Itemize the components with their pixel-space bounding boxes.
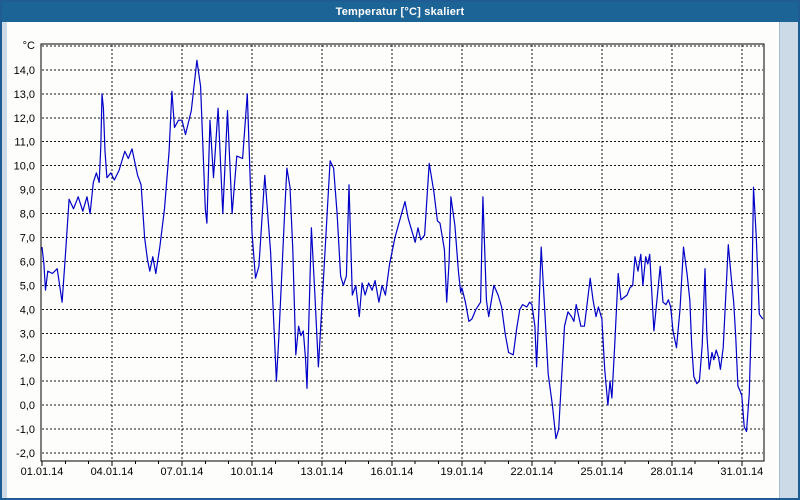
chart-plot-area[interactable] [41,44,764,461]
y-tick-label: 6,0 [20,256,35,268]
y-tick-label: 3,0 [20,328,35,340]
x-tick-label: 01.01.14 [21,466,64,478]
x-tick-label: 16.01.14 [371,466,414,478]
y-tick-label: 13,0 [14,89,35,101]
y-tick-label: -1,0 [16,424,35,436]
left-margin-strip [2,22,7,498]
x-tick-label: 10.01.14 [231,466,274,478]
y-tick-label: 0,0 [20,400,35,412]
y-tick-label: 10,0 [14,161,35,173]
y-tick-label: 4,0 [20,304,35,316]
x-tick-label: 28.01.14 [650,466,693,478]
x-tick-label: 19.01.14 [440,466,483,478]
x-tick-label: 25.01.14 [580,466,623,478]
temperature-trend-chart: 14,0 13,0 12,0 11,0 10,0 9,0 8,0 7,0 6,0 5,0 4,0 3,… [14,40,765,478]
y-axis-unit-label: °C [23,40,35,52]
title-bar: Temperatur [°C] skaliert [2,2,798,22]
x-tick-label: 31.01.14 [720,466,763,478]
x-tick-label: 22.01.14 [510,466,553,478]
temperature-series-line [41,59,764,440]
x-tick-label: 04.01.14 [91,466,134,478]
y-tick-label: 5,0 [20,280,35,292]
y-tick-label: 1,0 [20,376,35,388]
window-title: Temperatur [°C] skaliert [335,6,465,18]
y-tick-label: 9,0 [20,185,35,197]
y-tick-label: 11,0 [14,137,35,149]
y-tick-label: 2,0 [20,352,35,364]
y-tick-label: 12,0 [14,113,35,125]
y-tick-label: 8,0 [20,209,35,221]
plot-frame [40,43,765,462]
x-tick-label: 13.01.14 [301,466,344,478]
x-tick-label: 07.01.14 [161,466,204,478]
y-tick-label: 7,0 [20,233,35,245]
y-tick-label: 14,0 [14,65,35,77]
y-tick-label: -2,0 [16,448,35,460]
right-margin-strip [779,22,798,498]
